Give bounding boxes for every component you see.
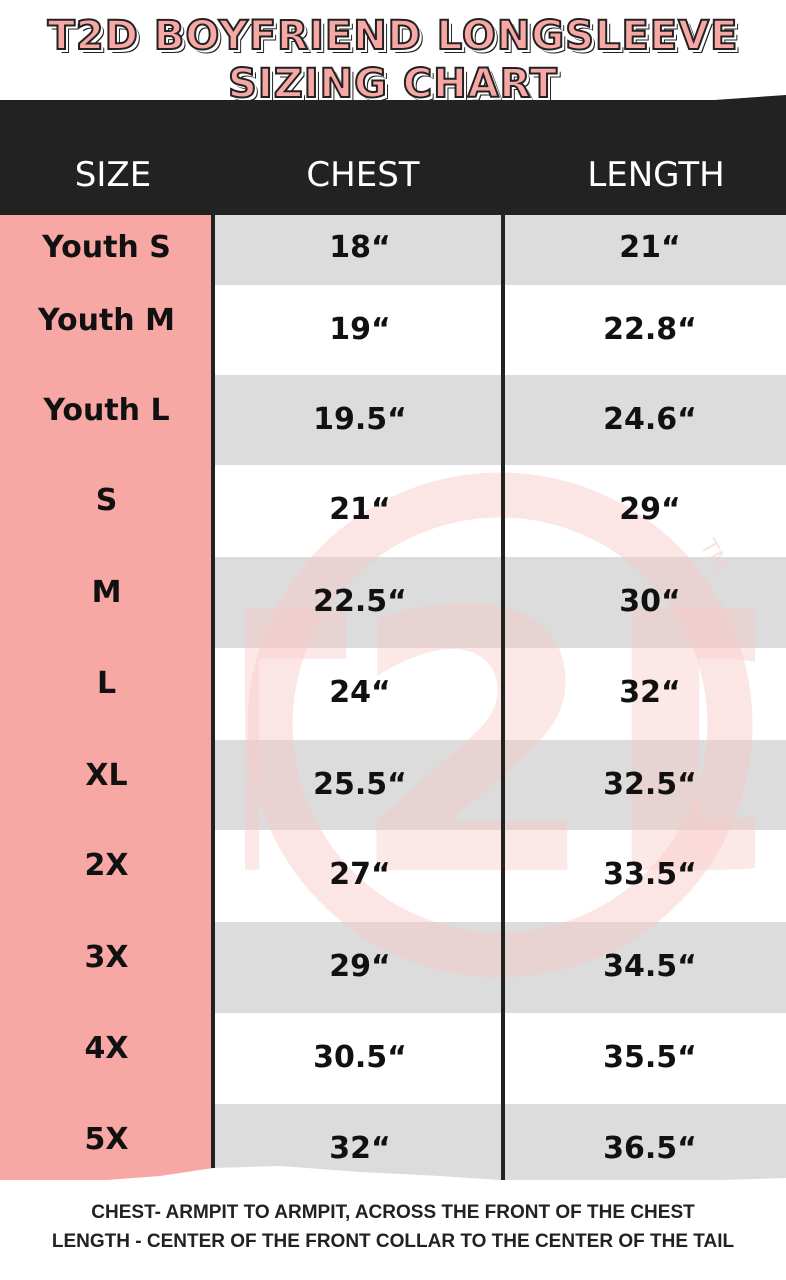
length-cell: 36.5“	[603, 1131, 697, 1166]
column-divider	[501, 215, 505, 1180]
size-cell: 2X	[84, 848, 129, 883]
header-chest: CHEST	[306, 155, 420, 195]
length-cell: 22.8“	[603, 312, 697, 347]
header-length: LENGTH	[587, 155, 725, 195]
size-cell: 4X	[84, 1031, 129, 1066]
size-cell: 3X	[84, 940, 129, 975]
svg-text:T2D: T2D	[245, 536, 755, 955]
length-cell: 29“	[619, 492, 681, 527]
size-cell: Youth L	[43, 393, 170, 428]
chest-cell: 27“	[329, 857, 391, 892]
table-header	[0, 95, 786, 215]
column-divider	[211, 215, 215, 1180]
size-cell: M	[91, 575, 122, 610]
size-cell: Youth S	[42, 230, 171, 265]
size-cell: 5X	[84, 1122, 129, 1157]
header-size: SIZE	[74, 155, 152, 195]
chest-cell: 32“	[329, 1131, 391, 1166]
length-cell: 21“	[619, 230, 681, 265]
t2d-watermark-logo: T2D TM	[245, 472, 755, 978]
size-cell: S	[95, 483, 118, 518]
length-cell: 35.5“	[603, 1040, 697, 1075]
length-cell: 32“	[619, 675, 681, 710]
chest-cell: 19.5“	[313, 402, 407, 437]
length-cell: 32.5“	[603, 767, 697, 802]
chest-cell: 25.5“	[313, 767, 407, 802]
length-cell: 24.6“	[603, 402, 697, 437]
size-cell: L	[96, 666, 117, 701]
torn-edge	[0, 95, 786, 125]
chest-cell: 30.5“	[313, 1040, 407, 1075]
chest-cell: 21“	[329, 492, 391, 527]
size-cell: XL	[85, 758, 128, 793]
chest-cell: 29“	[329, 949, 391, 984]
title-line-1: T2D BOYFRIEND LONGSLEEVE	[47, 12, 739, 60]
size-cell: Youth M	[38, 303, 175, 338]
length-cell: 34.5“	[603, 949, 697, 984]
torn-edge-bottom	[0, 1166, 786, 1198]
length-cell: 33.5“	[603, 857, 697, 892]
chest-cell: 19“	[329, 312, 391, 347]
chest-cell: 18“	[329, 230, 391, 265]
chest-note: CHEST- ARMPIT TO ARMPIT, ACROSS THE FRON…	[91, 1202, 695, 1223]
length-note: LENGTH - CENTER OF THE FRONT COLLAR TO T…	[51, 1231, 735, 1252]
length-cell: 30“	[619, 584, 681, 619]
chest-cell: 22.5“	[313, 584, 407, 619]
chest-cell: 24“	[329, 675, 391, 710]
size-column-bg	[0, 215, 213, 1180]
